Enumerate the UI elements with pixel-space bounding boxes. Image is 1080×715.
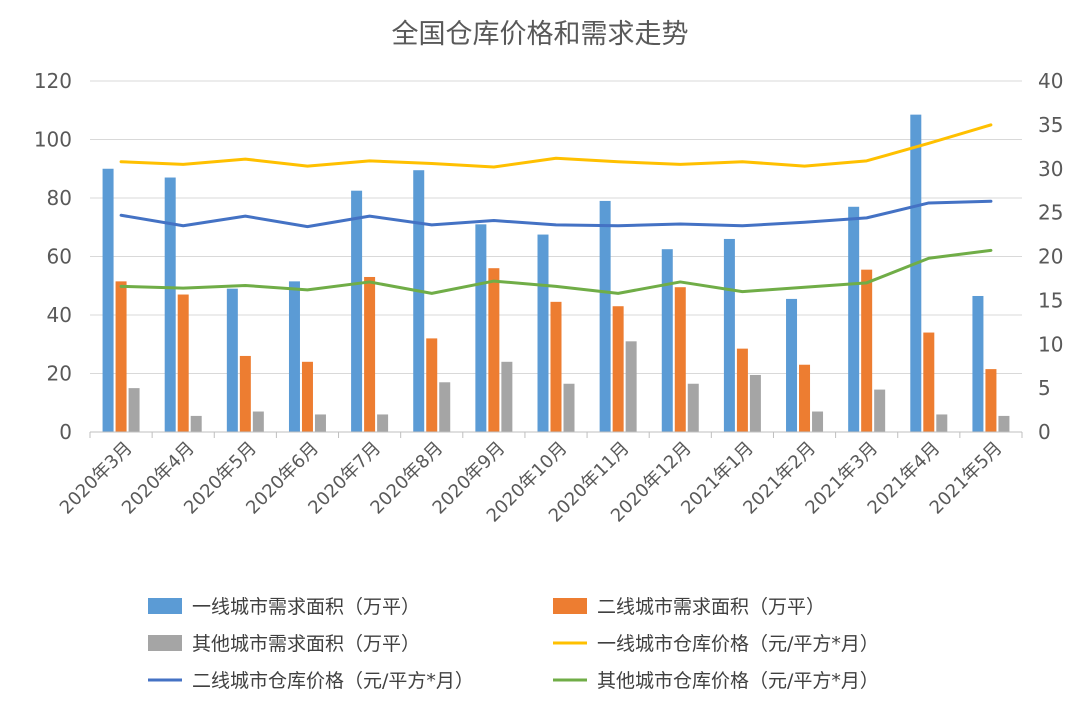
bar-series-2-bar xyxy=(923,332,935,432)
left-axis-tick-label: 100 xyxy=(34,128,72,152)
bar-series-2-bar xyxy=(799,364,811,432)
bar-series-1-bar xyxy=(848,206,860,432)
right-axis-tick-label: 10 xyxy=(1038,332,1063,356)
bar-series-1-bar xyxy=(413,170,425,432)
bar-series-3-bar xyxy=(812,411,824,432)
bar-series-3-bar xyxy=(252,411,264,432)
right-axis-tick-label: 35 xyxy=(1038,113,1063,137)
bar-series-2-bar xyxy=(550,301,562,432)
legend-label: 二线城市仓库价格（元/平方*月） xyxy=(192,670,474,692)
line-series-1 xyxy=(119,123,993,169)
bar-series-1-bar xyxy=(288,281,300,432)
legend: 一线城市需求面积（万平） 二线城市需求面积（万平） 其他城市需求面积（万平） 一线城市… xyxy=(148,596,879,692)
left-axis-tick-label: 80 xyxy=(47,186,72,210)
right-axis-tick-label: 15 xyxy=(1038,288,1063,312)
bar-series-1-bar xyxy=(475,224,487,432)
legend-label: 其他城市仓库价格（元/平方*月） xyxy=(597,670,879,692)
bar-series-1-bar xyxy=(786,298,798,432)
bar-series-3-bar xyxy=(874,389,886,432)
bar-series-3-bar xyxy=(936,414,948,432)
legend-swatch xyxy=(148,598,182,614)
bar-series-3-bar xyxy=(998,415,1010,432)
legend-label: 其他城市需求面积（万平） xyxy=(192,633,420,655)
bar-series-1-bar xyxy=(351,190,363,432)
left-axis-tick-label: 20 xyxy=(47,362,72,386)
left-axis-tick-label: 40 xyxy=(47,303,72,327)
right-axis-tick-label: 20 xyxy=(1038,245,1063,269)
left-axis-tick-label: 60 xyxy=(47,245,72,269)
right-axis-tick-label: 40 xyxy=(1038,69,1063,93)
bar-series-3-bar xyxy=(314,414,326,432)
legend-label: 二线城市需求面积（万平） xyxy=(597,596,825,618)
bar-series-1-bar xyxy=(164,177,176,432)
bar-series-1-bar xyxy=(226,288,238,432)
legend-label: 一线城市需求面积（万平） xyxy=(192,596,420,618)
bar-series-2-bar xyxy=(364,276,376,432)
right-axis-tick-label: 30 xyxy=(1038,157,1063,181)
legend-label: 一线城市仓库价格（元/平方*月） xyxy=(597,633,879,655)
bar-layer xyxy=(102,114,1010,432)
bar-series-3-bar xyxy=(190,415,202,432)
bar-series-1-bar xyxy=(661,249,673,432)
bar-series-3-bar xyxy=(625,341,637,432)
bar-series-2-bar xyxy=(674,287,686,432)
bar-series-3-bar xyxy=(687,383,699,432)
bar-series-2-bar xyxy=(115,281,127,432)
bar-series-3-bar xyxy=(563,383,575,432)
bar-series-2-bar xyxy=(301,361,313,432)
bar-series-2-bar xyxy=(239,355,251,432)
bar-series-1-bar xyxy=(723,238,735,432)
bar-series-2-bar xyxy=(488,268,500,432)
bar-series-2-bar xyxy=(426,338,438,432)
right-axis-tick-label: 0 xyxy=(1038,420,1051,444)
legend-swatch xyxy=(148,635,182,651)
line-series-2 xyxy=(119,199,993,229)
bar-series-1-bar xyxy=(972,295,984,432)
bar-series-3-bar xyxy=(749,374,761,432)
bar-series-2-bar xyxy=(861,269,873,432)
line-series-3 xyxy=(119,248,993,295)
bar-series-1-bar xyxy=(599,200,611,432)
bar-series-2-bar xyxy=(177,294,189,432)
bar-series-1-bar xyxy=(102,168,114,432)
chart-title: 全国仓库价格和需求走势 xyxy=(392,19,689,50)
legend-swatch xyxy=(553,598,587,614)
right-axis-tick-label: 5 xyxy=(1038,376,1051,400)
bar-series-2-bar xyxy=(612,306,624,432)
bar-series-2-bar xyxy=(736,348,748,432)
bar-series-3-bar xyxy=(501,361,513,432)
bar-series-3-bar xyxy=(439,382,451,432)
right-axis-tick-label: 25 xyxy=(1038,201,1063,225)
bar-series-3-bar xyxy=(128,388,140,432)
bar-series-3-bar xyxy=(377,414,389,432)
bar-series-1-bar xyxy=(537,234,549,432)
line-layer xyxy=(119,123,993,295)
bar-series-1-bar xyxy=(910,114,922,432)
bar-series-2-bar xyxy=(985,369,997,432)
left-axis-tick-label: 120 xyxy=(34,69,72,93)
left-axis-tick-label: 0 xyxy=(59,420,72,444)
